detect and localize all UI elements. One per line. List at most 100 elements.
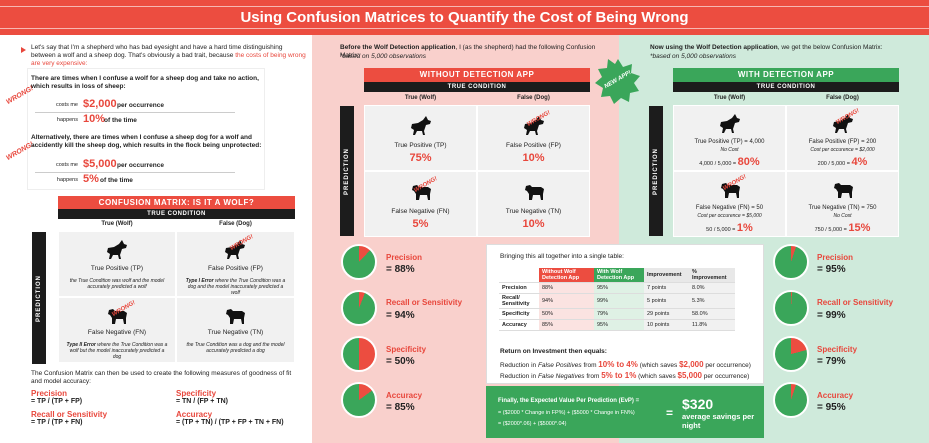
after-tn-label: True Negative (TN) = 750 xyxy=(808,205,877,211)
intro-text: Let's say that I'm a shepherd who has ba… xyxy=(31,44,283,59)
evp-equals: = xyxy=(666,406,674,420)
after-fp-cell: WRONG! False Positive (FP) = 200 Cost pe… xyxy=(786,105,899,171)
wolf-icon xyxy=(225,240,245,259)
left-fp-cell: WRONG! False Positive (FP) Type I Error … xyxy=(176,231,295,297)
before-fn-value: 5% xyxy=(412,218,429,230)
table-cell: 8.0% xyxy=(689,282,735,294)
after-bar: WITH DETECTION APP xyxy=(673,68,899,82)
roi2-a: Reduction in xyxy=(500,373,537,380)
left-tn-desc: the True Condition was a dog and the mod… xyxy=(186,342,285,354)
table-row: Specificity 50% 79% 29 points 58.0% xyxy=(499,308,735,320)
before-recall-label: Recall or Sensitivity xyxy=(386,298,463,307)
left-fn-desc-text: where the True Condition was a wolf but … xyxy=(69,342,168,360)
roi2-b: False Negatives xyxy=(537,373,585,380)
table-cell: 7 points xyxy=(644,282,689,294)
after-specificity-label: Specificity xyxy=(817,345,858,354)
summary-header-cell: Improvement xyxy=(644,268,689,283)
cost-box xyxy=(27,68,265,190)
roi1-c: from xyxy=(583,362,597,369)
after-tp-sub: No Cost xyxy=(720,147,739,153)
table-cell: 88% xyxy=(539,282,594,294)
table-cell: 50% xyxy=(539,308,594,320)
measures-intro: The Confusion Matrix can then be used to… xyxy=(31,370,292,385)
summary-table: Without Wolf Detection App With Wolf Det… xyxy=(499,268,735,331)
before-tn-value: 10% xyxy=(522,218,545,230)
case2-of: of the time xyxy=(100,177,133,184)
wolf-icon xyxy=(107,240,127,259)
left-fn-desc: Type II Error where the True Condition w… xyxy=(65,342,169,360)
table-row: Recall/ Sensitivity 94% 99% 5 points 5.3… xyxy=(499,293,735,309)
table-cell: 85% xyxy=(539,319,594,331)
table-cell: 94% xyxy=(539,293,594,309)
roi1-a: Reduction in xyxy=(500,362,537,369)
roi1-b: False Positives xyxy=(537,362,582,369)
summary-header-cell xyxy=(499,268,539,283)
wolf-icon xyxy=(411,116,431,135)
left-tp-cell: True Positive (TP) the True Condition wa… xyxy=(58,231,176,297)
evp-subtitle: average savings per night xyxy=(682,412,755,430)
before-precision-value: = 88% xyxy=(386,264,415,275)
after-tp-cell: True Positive (TP) = 4,000 No Cost 4,000… xyxy=(673,105,786,171)
wolf-icon xyxy=(833,114,853,133)
dog-icon xyxy=(525,185,544,200)
summary-header-cell: Without Wolf Detection App xyxy=(539,268,594,283)
roi2-c: from xyxy=(586,373,600,380)
before-intro: Before the Wolf Detection application, I… xyxy=(340,44,610,60)
summary-intro: Bringing this all together into a single… xyxy=(500,253,624,260)
before-fp-label: False Positive (FP) xyxy=(506,142,561,149)
after-precision-label: Precision xyxy=(817,253,854,262)
before-fp-cell: WRONG! False Positive (FP) 10% xyxy=(477,105,590,171)
after-tp-calc: 4,000 / 5,000 = 80% xyxy=(674,156,785,168)
before-accuracy-pie xyxy=(341,382,377,418)
table-cell: Accuracy xyxy=(499,319,539,331)
after-fp-calc: 200 / 5,000 = 4% xyxy=(787,156,898,168)
after-note: *based on 5,000 observations xyxy=(650,53,737,60)
table-cell: 95% xyxy=(594,282,644,294)
roi2-f: $5,000 xyxy=(677,371,702,380)
after-fp-value: 4% xyxy=(851,156,868,168)
left-tn-cell: True Negative (TN) the True Condition wa… xyxy=(176,297,295,363)
after-tn-calc: 750 / 5,000 = 15% xyxy=(787,222,898,234)
before-col-false: False (Dog) xyxy=(517,95,550,101)
roi1-d: 10% to 4% xyxy=(598,360,638,369)
before-intro-text: , I (as the shepherd) had the following … xyxy=(340,44,596,59)
after-precision-pie xyxy=(773,244,809,280)
dog-icon xyxy=(834,183,853,198)
case2-cost: $5,000 xyxy=(83,158,117,170)
left-fp-desc-text: where the True Condition was a dog and t… xyxy=(187,278,286,296)
case1-of: of the time xyxy=(104,117,137,124)
case1-per: per occurrence xyxy=(117,102,164,109)
measure-specificity-label: Specificity xyxy=(176,389,217,398)
measure-precision-label: Precision xyxy=(31,389,68,398)
before-fn-cell: WRONG! False Negative (FN) 5% xyxy=(364,171,477,237)
table-row: Precision 88% 95% 7 points 8.0% xyxy=(499,282,735,294)
divider xyxy=(35,112,235,113)
after-tp-value: 80% xyxy=(737,156,760,168)
table-cell: 58.0% xyxy=(689,308,735,320)
wolf-icon xyxy=(524,116,544,135)
roi1-f: $2,000 xyxy=(679,360,704,369)
bullet-arrow-icon xyxy=(21,47,26,53)
after-fn-calc: 50 / 5,000 = 1% xyxy=(674,222,785,234)
case2-text: Alternatively, there are times when I co… xyxy=(31,134,262,149)
before-specificity-value: = 50% xyxy=(386,356,415,367)
before-accuracy-value: = 85% xyxy=(386,402,415,413)
evp-box xyxy=(486,386,764,438)
after-recall-pie xyxy=(773,290,809,326)
table-cell: 95% xyxy=(594,319,644,331)
table-row: Accuracy 85% 95% 10 points 11.8% xyxy=(499,319,735,331)
left-tp-desc: the True Condition was wolf and the mode… xyxy=(69,278,165,290)
dog-icon xyxy=(226,309,245,324)
after-intro-text: , we get the below Confusion Matrix: xyxy=(777,44,883,51)
measure-accuracy-formula: = (TP + TN) / (TP + FP + TN + FN) xyxy=(176,419,284,426)
left-fn-cell: WRONG! False Negative (FN) Type II Error… xyxy=(58,297,176,363)
case2-per: per occurrence xyxy=(117,162,164,169)
table-cell: 79% xyxy=(594,308,644,320)
measure-accuracy-label: Accuracy xyxy=(176,410,213,419)
after-col-false: False (Dog) xyxy=(826,95,859,101)
table-cell: Recall/ Sensitivity xyxy=(499,293,539,309)
before-recall-value: = 94% xyxy=(386,310,415,321)
before-tp-cell: True Positive (TP) 75% xyxy=(364,105,477,171)
left-fn-desc-bold: Type II Error xyxy=(66,342,96,348)
